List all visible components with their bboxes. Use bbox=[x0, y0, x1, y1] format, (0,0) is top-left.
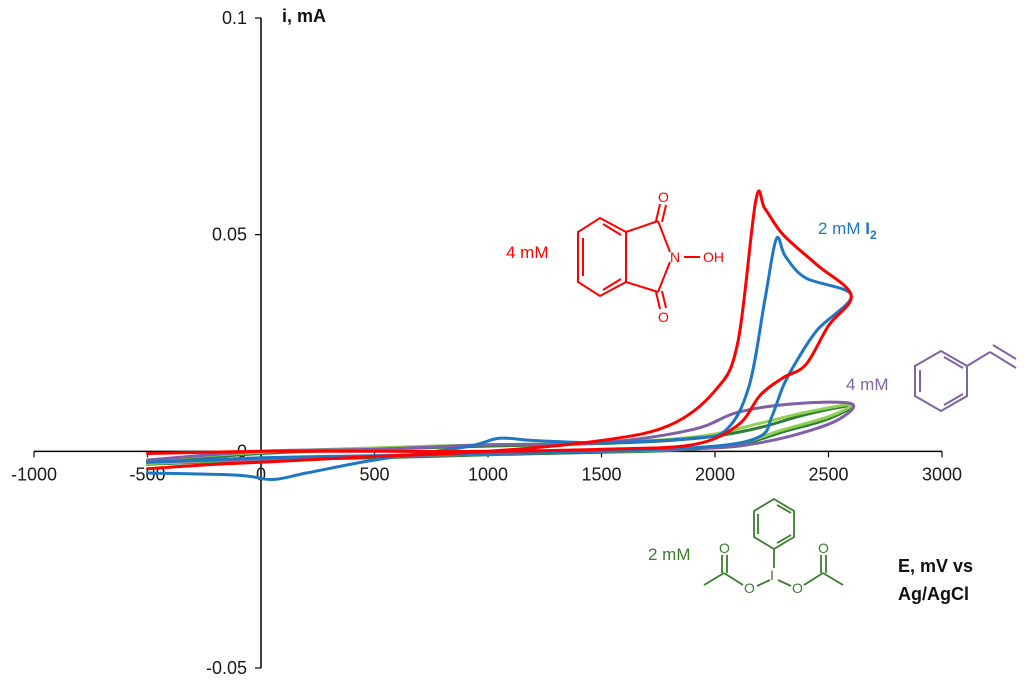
pida-iodine: I bbox=[770, 567, 774, 583]
pida-carbonyl-o-right: O bbox=[818, 540, 829, 556]
data-series bbox=[146, 189, 856, 482]
n-hydroxyphthalimide-structure bbox=[577, 203, 700, 310]
y-tick-labels: 0.10.050-0.05 bbox=[206, 8, 247, 678]
pida-oxygen-left: O bbox=[744, 580, 755, 596]
pida-carbonyl-o-left: O bbox=[719, 540, 730, 556]
nhpi-carbonyl-o-top: O bbox=[658, 189, 669, 205]
nhpi-carbonyl-o-bottom: O bbox=[658, 309, 669, 325]
x-tick-label: 3000 bbox=[922, 464, 962, 484]
green-concentration-label: 2 mM bbox=[648, 545, 691, 564]
x-tick-label: 1500 bbox=[581, 464, 621, 484]
x-tick-label: -1000 bbox=[11, 464, 57, 484]
x-tick-label: 2000 bbox=[695, 464, 735, 484]
x-axis-title-line2: Ag/AgCl bbox=[898, 584, 969, 604]
styrene-structure bbox=[914, 344, 1017, 413]
x-tick-label: 1000 bbox=[468, 464, 508, 484]
x-tick-label: 500 bbox=[359, 464, 389, 484]
series-line-4 bbox=[146, 189, 853, 471]
axes bbox=[33, 17, 943, 669]
purple-concentration-label: 4 mM bbox=[846, 375, 889, 394]
nhpi-nitrogen: N bbox=[670, 249, 680, 265]
pida-structure bbox=[703, 497, 844, 587]
pida-oxygen-right: O bbox=[792, 580, 803, 596]
red-concentration-label: 4 mM bbox=[506, 243, 549, 262]
y-axis-title: i, mA bbox=[282, 6, 326, 26]
x-tick-label: 2500 bbox=[808, 464, 848, 484]
nhpi-hydroxyl: OH bbox=[703, 249, 724, 265]
y-tick-label: 0.05 bbox=[212, 225, 247, 245]
series-line-3 bbox=[146, 235, 853, 482]
y-tick-label: 0.1 bbox=[222, 8, 247, 28]
x-axis-title-line1: E, mV vs bbox=[898, 556, 973, 576]
blue-concentration-label: 2 mM I2 bbox=[818, 219, 877, 242]
x-tick-label: 0 bbox=[256, 464, 266, 484]
y-tick-label: -0.05 bbox=[206, 658, 247, 678]
